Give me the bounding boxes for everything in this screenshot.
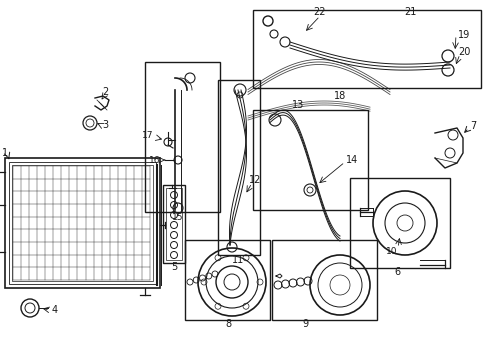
- Bar: [163, 185, 184, 263]
- Text: 6: 6: [393, 267, 399, 277]
- Bar: [165, 188, 182, 260]
- Text: 12: 12: [248, 175, 261, 185]
- Text: 16: 16: [149, 156, 161, 165]
- Bar: [271, 240, 376, 320]
- Text: 11: 11: [231, 255, 244, 265]
- Text: 7: 7: [469, 121, 475, 131]
- Bar: [184, 240, 269, 320]
- Text: 1: 1: [2, 148, 8, 158]
- Text: 19: 19: [457, 30, 469, 40]
- Text: 21: 21: [403, 7, 415, 17]
- Text: 10: 10: [386, 248, 397, 256]
- Bar: [145, 62, 220, 212]
- Text: 22: 22: [313, 7, 325, 17]
- Bar: [252, 110, 367, 210]
- Bar: [252, 10, 480, 88]
- Text: 2: 2: [102, 87, 108, 97]
- Text: 14: 14: [345, 155, 357, 165]
- Text: 9: 9: [301, 319, 307, 329]
- Bar: [12, 165, 153, 281]
- Text: 15: 15: [172, 212, 183, 221]
- Bar: [349, 178, 449, 268]
- Text: 18: 18: [333, 91, 346, 101]
- Text: 20: 20: [457, 47, 469, 57]
- Text: 4: 4: [52, 305, 58, 315]
- Text: 17: 17: [142, 131, 153, 140]
- Bar: [218, 80, 260, 255]
- Text: 13: 13: [291, 100, 304, 110]
- Text: 3: 3: [102, 120, 108, 130]
- Bar: [9, 162, 156, 284]
- Text: 8: 8: [224, 319, 231, 329]
- Bar: [5, 158, 160, 288]
- Text: 5: 5: [170, 262, 177, 272]
